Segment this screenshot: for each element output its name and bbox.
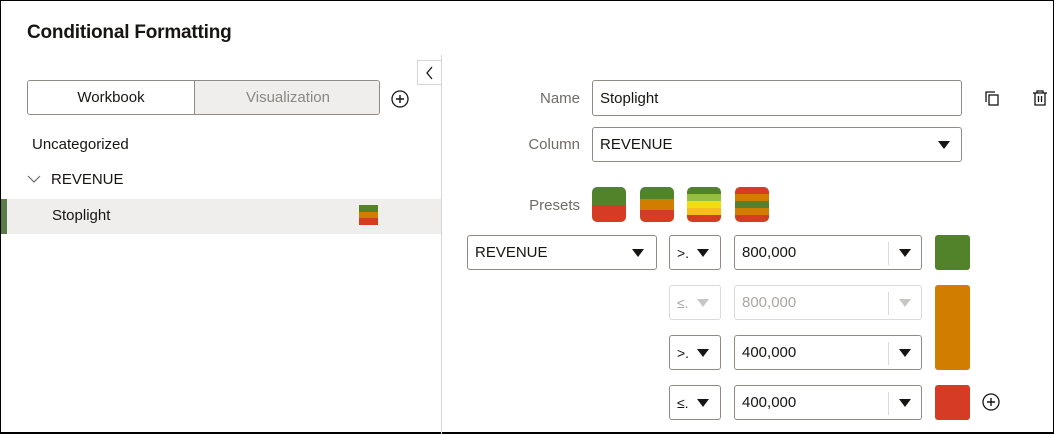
dialog-title: Conditional Formatting: [27, 22, 232, 43]
preset-alternating[interactable]: [735, 187, 769, 222]
caret-down-icon: [632, 249, 644, 257]
color-swatch-red[interactable]: [935, 385, 970, 420]
collapse-panel-button[interactable]: [417, 60, 441, 85]
column-label: Column: [528, 136, 580, 153]
value-combobox-1[interactable]: 800,000: [734, 235, 922, 270]
delete-button[interactable]: [1029, 87, 1051, 109]
duplicate-button[interactable]: [981, 87, 1003, 109]
caret-down-icon: [697, 299, 709, 307]
trash-icon: [1033, 90, 1047, 106]
name-label: Name: [539, 90, 580, 107]
add-condition-button[interactable]: [981, 392, 1001, 412]
category-label: Uncategorized: [32, 136, 129, 153]
add-rule-button[interactable]: [390, 89, 410, 109]
caret-down-icon: [899, 299, 911, 307]
value-combobox-3[interactable]: 400,000: [734, 335, 922, 370]
copy-icon: [985, 91, 999, 106]
operator-select-4[interactable]: ≤.: [669, 385, 721, 420]
preset-three-color[interactable]: [640, 187, 674, 222]
tab-visualization[interactable]: Visualization: [195, 81, 379, 114]
presets-label: Presets: [529, 197, 580, 214]
caret-down-icon: [697, 249, 709, 257]
caret-down-icon: [899, 399, 911, 407]
combobox-separator: [888, 342, 889, 365]
stoplight-swatch-icon: [359, 205, 378, 226]
operator-value: ≤.: [677, 394, 689, 411]
scope-segmented-control: Workbook Visualization: [27, 80, 380, 115]
tree-item-label: Stoplight: [52, 207, 111, 224]
tree-group-label: REVENUE: [51, 171, 124, 188]
threshold-value: 800,000: [742, 244, 797, 261]
preset-two-color[interactable]: [592, 187, 626, 222]
operator-value: ≤.: [677, 294, 689, 311]
caret-down-icon: [899, 349, 911, 357]
threshold-value: 400,000: [742, 344, 797, 361]
tab-workbook[interactable]: Workbook: [28, 81, 195, 114]
operator-select-1[interactable]: >.: [669, 235, 721, 270]
threshold-value: 400,000: [742, 394, 797, 411]
combobox-separator: [888, 242, 889, 265]
plus-circle-icon: [982, 393, 1000, 411]
panel-divider: [441, 55, 442, 434]
measure-select-value: REVENUE: [475, 244, 548, 261]
plus-circle-icon: [391, 90, 409, 108]
operator-value: >.: [677, 244, 690, 261]
caret-down-icon: [938, 141, 950, 149]
caret-down-icon: [697, 399, 709, 407]
name-input[interactable]: Stoplight: [592, 80, 962, 116]
preset-five-color[interactable]: [687, 187, 721, 222]
combobox-separator: [888, 392, 889, 415]
measure-select[interactable]: REVENUE: [467, 235, 657, 270]
chevron-down-icon: [27, 175, 41, 183]
caret-down-icon: [899, 249, 911, 257]
selection-indicator: [1, 199, 7, 234]
operator-select-2: ≤.: [669, 285, 721, 320]
combobox-separator: [888, 292, 889, 315]
caret-down-icon: [697, 349, 709, 357]
threshold-value: 800,000: [742, 294, 797, 311]
column-select[interactable]: REVENUE: [592, 127, 962, 162]
column-select-value: REVENUE: [600, 136, 673, 153]
tree-group-revenue[interactable]: REVENUE: [27, 171, 124, 188]
tree-item-stoplight[interactable]: Stoplight: [1, 199, 441, 234]
color-swatch-orange[interactable]: [935, 285, 970, 370]
color-swatch-green[interactable]: [935, 235, 970, 270]
operator-select-3[interactable]: >.: [669, 335, 721, 370]
value-combobox-2: 800,000: [734, 285, 922, 320]
chevron-left-icon: [425, 66, 432, 79]
value-combobox-4[interactable]: 400,000: [734, 385, 922, 420]
operator-value: >.: [677, 344, 690, 361]
